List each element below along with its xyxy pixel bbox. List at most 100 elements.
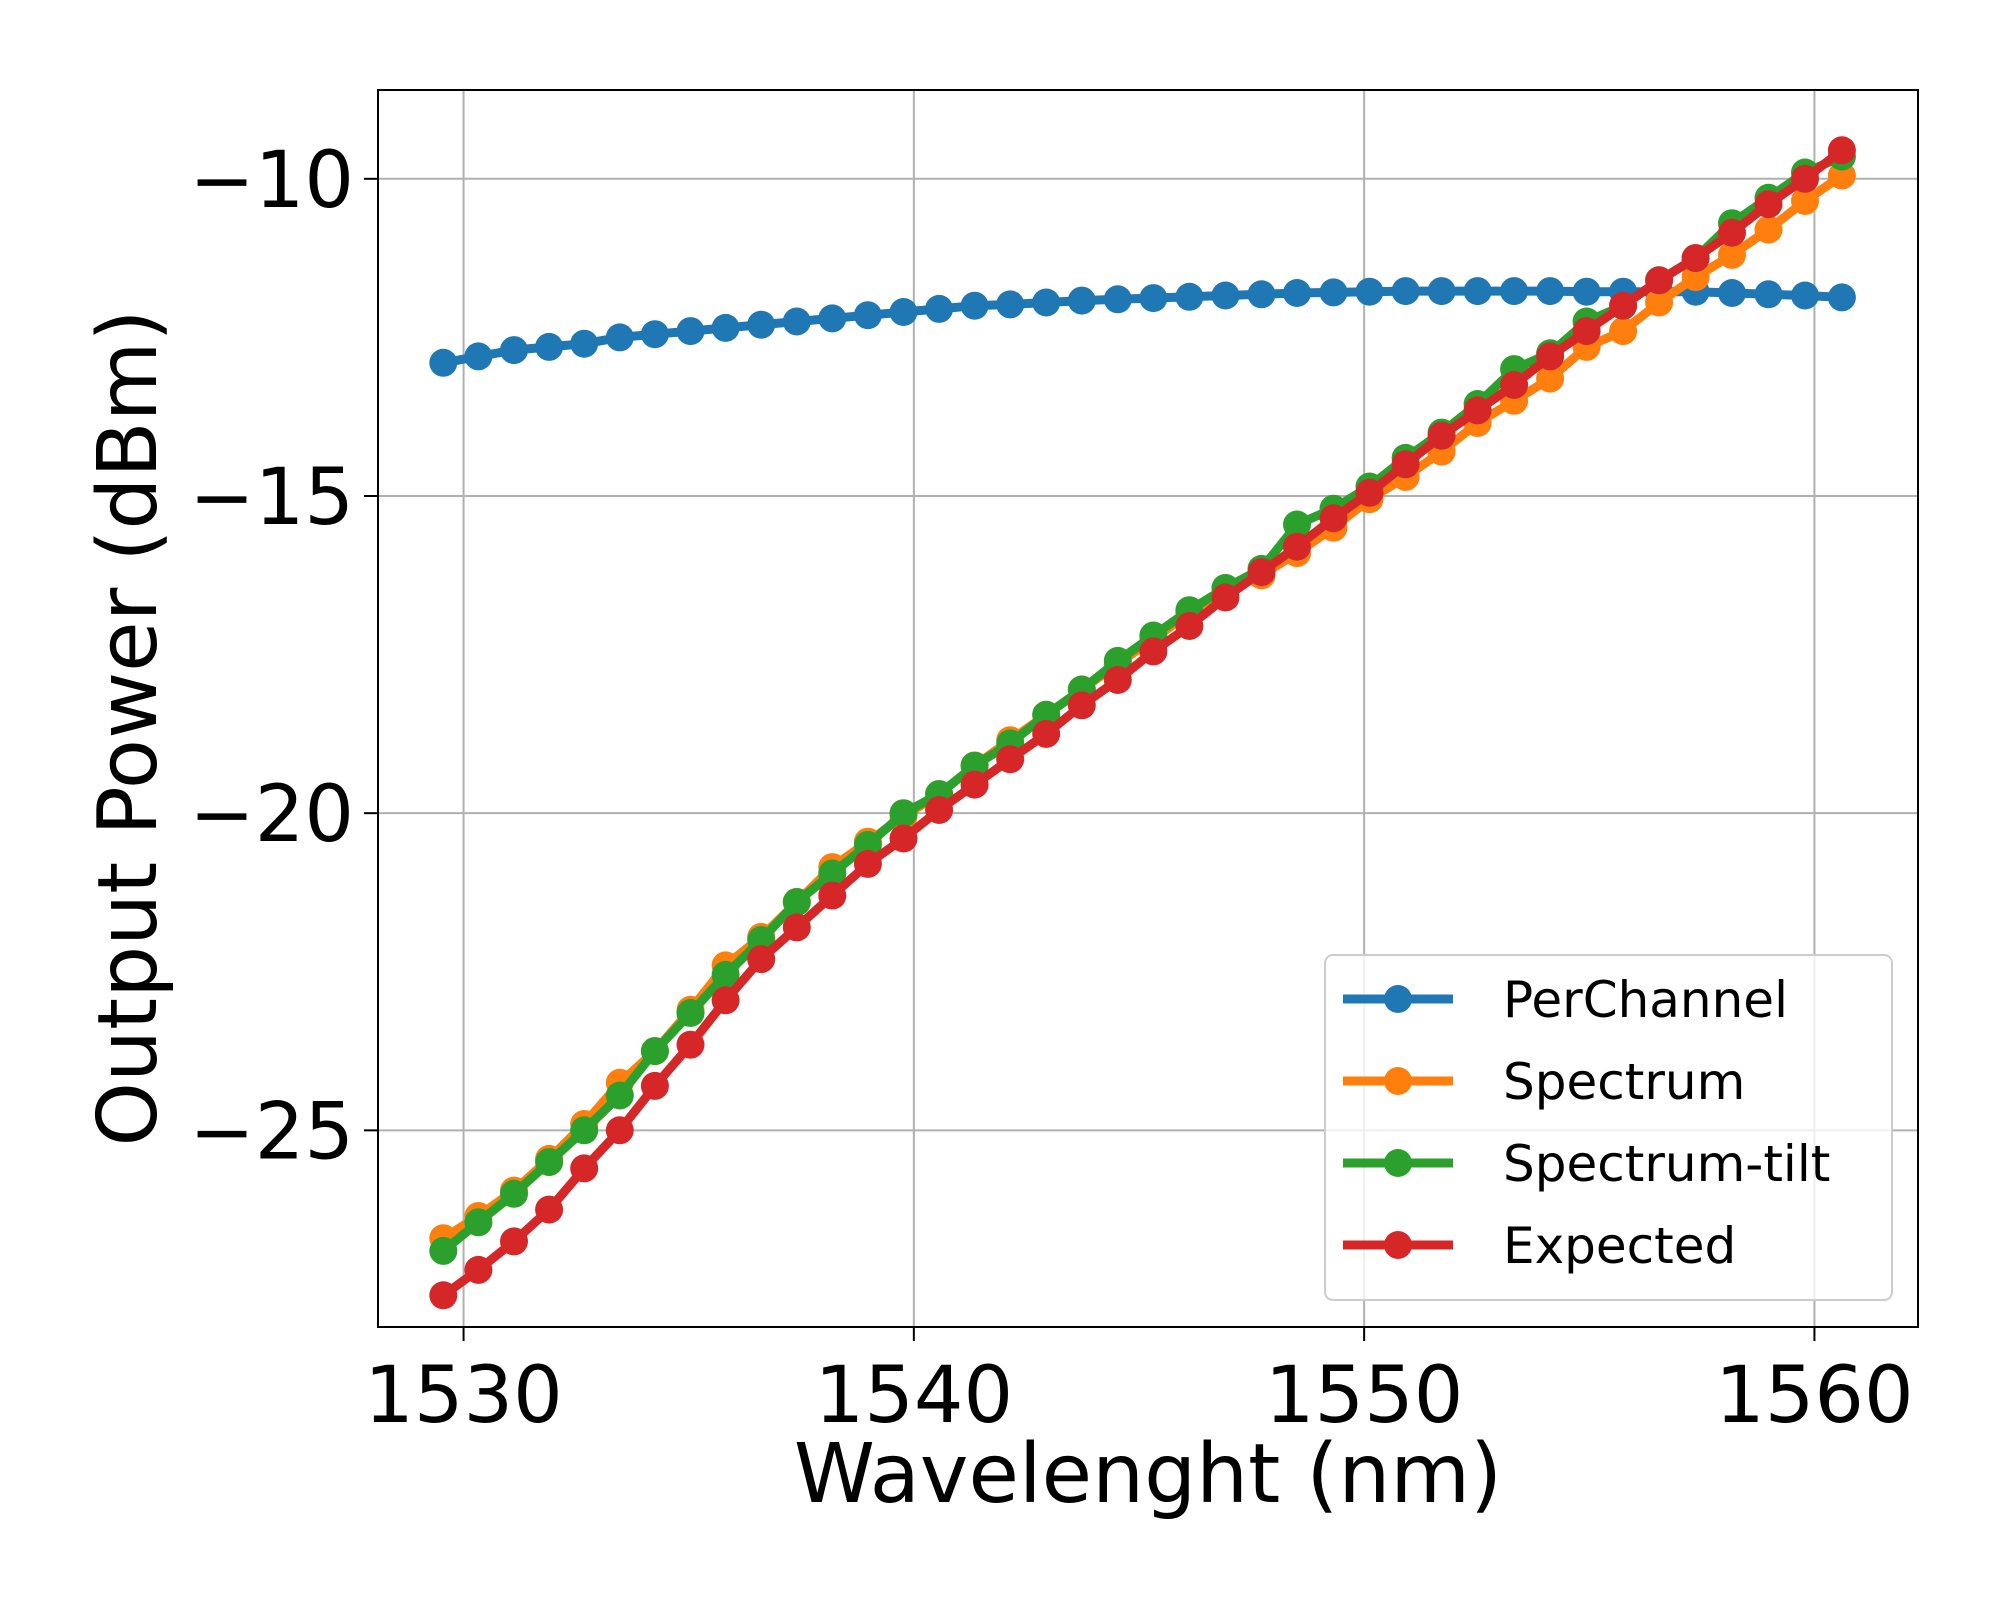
data-point (1463, 396, 1492, 425)
y-tick-label: −20 (189, 770, 354, 860)
data-point (1283, 510, 1311, 539)
data-point (535, 1148, 564, 1177)
x-axis-title: Wavelenght (nm) (794, 1427, 1502, 1522)
data-point (1681, 244, 1710, 273)
data-point (782, 888, 811, 916)
data-point (1355, 277, 1384, 306)
data-point (429, 1281, 458, 1310)
y-axis-title: Output Power (dBm) (81, 309, 176, 1146)
data-point (500, 1179, 528, 1208)
data-point (1391, 450, 1420, 479)
legend-label: Spectrum (1503, 1053, 1745, 1111)
data-point (996, 745, 1025, 774)
data-point (925, 796, 954, 824)
data-point (747, 310, 776, 339)
data-point (1067, 691, 1096, 720)
data-point (676, 999, 705, 1027)
data-point (1754, 280, 1783, 309)
data-point (1791, 187, 1819, 215)
data-point (960, 770, 989, 799)
legend: PerChannel Spectrum Spectrum-tilt Expected (1324, 954, 1893, 1301)
legend-swatch-marker (1384, 985, 1412, 1013)
data-point (1067, 286, 1096, 315)
data-point (605, 1116, 634, 1145)
data-point (640, 1071, 669, 1100)
data-point (1032, 288, 1061, 317)
legend-swatch-marker (1384, 1067, 1412, 1095)
legend-swatch-marker (1384, 1149, 1412, 1177)
data-point (782, 307, 811, 336)
data-point (1175, 612, 1204, 640)
data-point (1283, 279, 1311, 307)
data-point (996, 290, 1025, 319)
data-point (925, 294, 954, 323)
data-point (500, 336, 528, 365)
data-point (1319, 504, 1348, 533)
data-point (1718, 218, 1746, 247)
data-point (1427, 421, 1456, 450)
x-tick-label: 1560 (1715, 1351, 1914, 1441)
data-point (1645, 266, 1674, 295)
data-point (464, 1208, 493, 1237)
data-point (464, 1255, 493, 1284)
data-point (1572, 317, 1601, 346)
data-point (1500, 277, 1529, 306)
x-tick-label: 1540 (815, 1351, 1014, 1441)
data-point (818, 304, 847, 333)
data-point (747, 945, 776, 974)
data-point (500, 1227, 528, 1256)
data-point (1355, 478, 1384, 507)
legend-box (1324, 954, 1893, 1301)
data-point (853, 301, 882, 330)
data-point (1609, 317, 1638, 346)
data-point (535, 332, 564, 361)
data-point (1536, 364, 1565, 393)
data-point (711, 986, 740, 1015)
data-point (570, 1154, 599, 1183)
data-point (711, 313, 740, 342)
data-point (1283, 532, 1311, 561)
data-point (1247, 558, 1276, 587)
series-perchannel (429, 277, 1856, 377)
data-point (1536, 342, 1565, 371)
legend-label: Expected (1503, 1217, 1736, 1275)
data-point (676, 1030, 705, 1059)
data-point (1463, 277, 1492, 306)
data-point (1247, 280, 1276, 309)
data-point (960, 291, 989, 320)
data-point (1391, 277, 1420, 306)
data-point (1536, 277, 1565, 306)
data-point (429, 1236, 458, 1265)
x-tick-label: 1550 (1265, 1351, 1464, 1441)
x-tick-label: 1530 (364, 1351, 563, 1441)
data-point (640, 1037, 669, 1066)
data-point (1827, 283, 1856, 312)
legend-item: Expected (1343, 1217, 1736, 1275)
y-tick-label: −10 (189, 136, 354, 226)
data-point (429, 348, 458, 377)
series-line (438, 145, 1847, 1300)
data-point (1645, 288, 1674, 317)
data-point (818, 859, 847, 888)
y-axis-ticks: −25 −20 −15 −10 (189, 136, 378, 1177)
data-point (1211, 281, 1240, 310)
data-point (1139, 284, 1168, 313)
data-point (1139, 637, 1168, 666)
data-point (889, 298, 918, 326)
data-point (605, 1081, 634, 1110)
data-point (853, 849, 882, 878)
legend-item: PerChannel (1343, 971, 1788, 1029)
data-point (1211, 583, 1240, 612)
data-point (1791, 164, 1819, 193)
data-point (782, 913, 811, 942)
plot-frame (377, 89, 1919, 1328)
data-point (889, 799, 918, 828)
legend-label: Spectrum-tilt (1503, 1135, 1830, 1193)
legend-label: PerChannel (1503, 971, 1788, 1029)
data-point (640, 320, 669, 349)
data-point (711, 960, 740, 989)
data-point (1754, 215, 1783, 244)
data-point (1718, 279, 1746, 307)
